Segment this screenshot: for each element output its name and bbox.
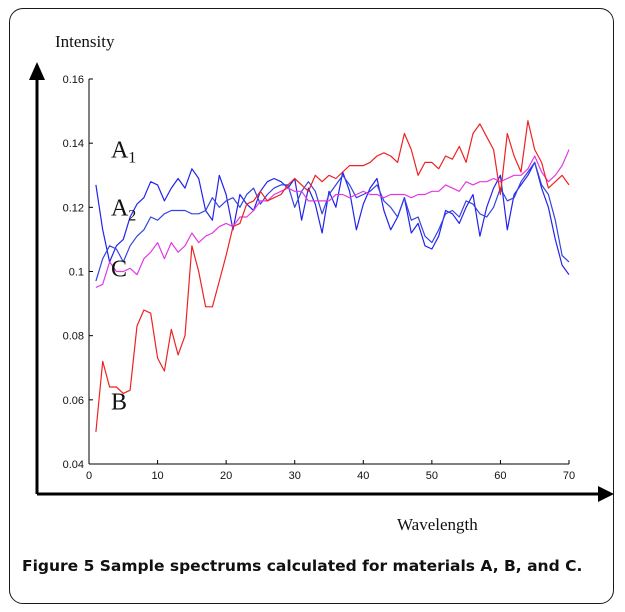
series-line-A2 — [95, 161, 570, 282]
figure-caption: Figure 5 Sample spectrums calculated for… — [22, 555, 600, 577]
x-tick-label: 30 — [289, 470, 301, 482]
x-tick-label: 60 — [494, 470, 506, 482]
figure-frame — [9, 8, 614, 604]
y-tick-label: 0.1 — [69, 267, 84, 279]
annotation-label-C: C — [111, 256, 127, 282]
y-tick-label: 0.16 — [63, 74, 84, 86]
x-tick-label: 10 — [151, 470, 163, 482]
caption-text: Sample spectrums calculated for material… — [94, 557, 583, 575]
x-tick-label: 0 — [86, 470, 92, 482]
y-tick-label: 0.06 — [63, 395, 84, 407]
series-layer — [95, 120, 570, 432]
x-axis-arrow — [598, 486, 614, 502]
x-tick-label: 40 — [357, 470, 369, 482]
annotation-label-A2: A2 — [111, 195, 136, 224]
x-tick-label: 20 — [220, 470, 232, 482]
y-axis-arrow — [29, 62, 45, 80]
y-tick-label: 0.08 — [63, 331, 84, 343]
x-tick-label: 70 — [563, 470, 575, 482]
x-axis-label: Wavelength — [397, 515, 478, 534]
series-line-A1 — [95, 161, 570, 276]
series-line-C — [95, 149, 570, 289]
x-tick-label: 50 — [426, 470, 438, 482]
annotation-label-A1: A1 — [111, 138, 136, 167]
annotation-layer: A1 A2 C B — [111, 138, 136, 416]
line-chart: Intensity Wavelength 0 10 20 30 40 50 60 70 0.04… — [29, 32, 614, 534]
y-tick-label: 0.12 — [63, 202, 84, 214]
y-axis-label: Intensity — [55, 32, 115, 51]
caption-label: Figure 5 — [22, 557, 95, 575]
axes: 0 10 20 30 40 50 60 70 0.04 0.06 0.08 0.1 0.12 0.14 0.… — [29, 62, 614, 502]
series-line-B — [95, 120, 570, 432]
y-tick-label: 0.04 — [63, 459, 84, 471]
y-tick-label: 0.14 — [63, 138, 84, 150]
annotation-label-B: B — [111, 389, 127, 415]
